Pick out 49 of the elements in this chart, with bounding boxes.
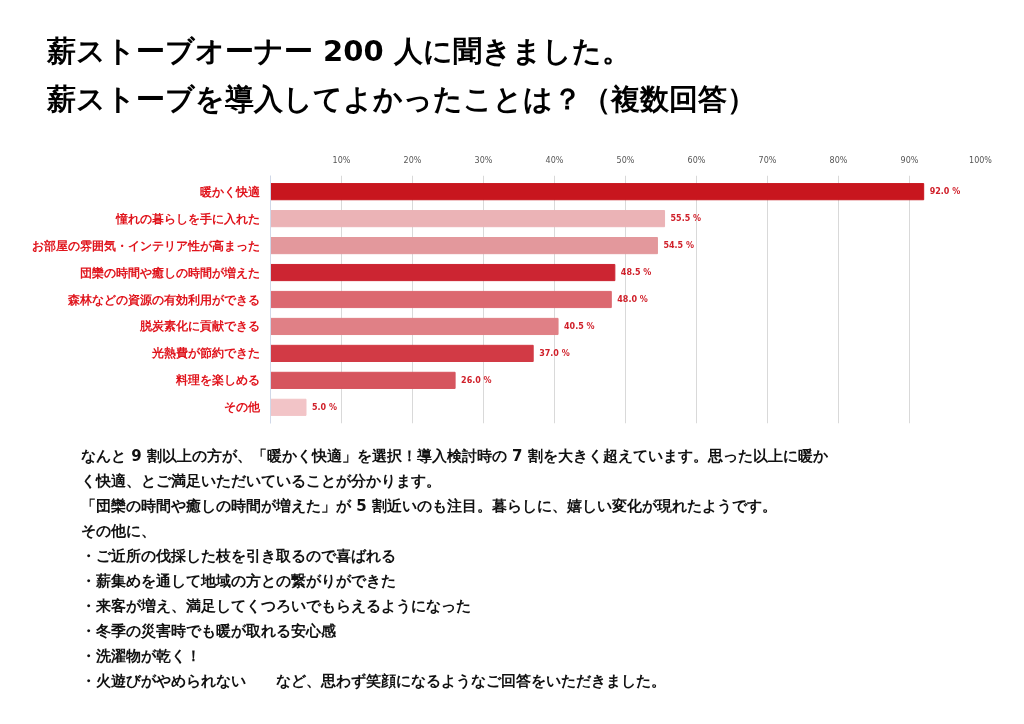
text: ・来客が増え、満足してくつろいでもらえるようになった (81, 596, 472, 617)
bar (270, 210, 666, 228)
y-tick-label: 光熱費が節約できた (150, 346, 260, 361)
text: なんと 9 割以上の方が、「暖かく快適」を選択！導入検討時の 7 割を大きく超えています。思った以上に暖か (81, 446, 828, 467)
data-label: 48.0 % (617, 295, 648, 304)
y-tick-label: 脱炭素化に貢献できる (138, 319, 260, 334)
x-tick-label: 30% (474, 155, 493, 165)
chart-title: 薪ストーブオーナー 200 人に聞きました。 (47, 33, 632, 70)
y-tick-label: 憧れの暮らしを手に入れた (114, 211, 260, 226)
data-label: 48.5 % (620, 268, 652, 278)
chart-subtitle: 薪ストーブを導入してよかったことは？（複数回答） (47, 81, 756, 118)
text: ・冬季の災害時でも暖が取れる安心感 (81, 621, 337, 642)
y-tick-label: その他 (223, 400, 261, 415)
data-label: 37.0 % (539, 348, 570, 358)
text: ・洗濯物が乾く！ (81, 646, 202, 667)
data-label: 40.5 % (564, 321, 595, 331)
text: ・ご近所の伐採した枝を引き取るので喜ばれる (81, 546, 397, 567)
text: ・薪集めを通して地域の方との繋がりができた (81, 571, 397, 592)
y-tick-label: 森林などの資源の有効利用ができる (66, 292, 260, 307)
text: ・火遊びがやめられない など、思わず笑顔になるようなご回答をいただきました。 (81, 671, 667, 692)
y-tick-label: 料理を楽しめる (174, 373, 260, 388)
y-tick-label: 暖かく快適 (199, 184, 261, 199)
x-tick-label: 10% (332, 155, 351, 165)
bar (270, 317, 559, 336)
x-tick-label: 20% (403, 155, 422, 165)
x-tick-label: 70% (758, 155, 777, 165)
data-label: 55.5 % (670, 214, 702, 224)
data-label: 92.0 % (929, 187, 961, 197)
data-label: 54.5 % (663, 241, 694, 251)
bar (270, 183, 925, 201)
bar (270, 398, 307, 416)
bar (270, 263, 616, 282)
text: く快適、とご満足いただいていることが分かります。 (81, 471, 442, 492)
x-tick-label: 40% (545, 155, 564, 165)
bar (270, 290, 612, 309)
bar (270, 237, 658, 255)
text: その他に、 (81, 521, 157, 542)
x-tick-label: 80% (829, 155, 848, 165)
text: 「団欒の時間や癒しの時間が増えた」が 5 割近いのも注目。暮らしに、嬉しい変化が現れたようです。 (81, 496, 778, 517)
y-tick-label: 団欒の時間や癒しの時間が増えた (79, 265, 260, 280)
bar (270, 344, 534, 362)
y-tick-label: お部屋の雰囲気・インテリア性が高まった (31, 238, 260, 253)
x-tick-label: 60% (687, 155, 706, 165)
x-tick-label: 90% (900, 155, 919, 165)
data-label: 5.0 % (312, 402, 337, 412)
x-tick-label: 50% (616, 155, 635, 165)
data-label: 26.0 % (461, 375, 492, 385)
bar (270, 371, 456, 389)
x-tick-label: 100% (969, 155, 993, 165)
